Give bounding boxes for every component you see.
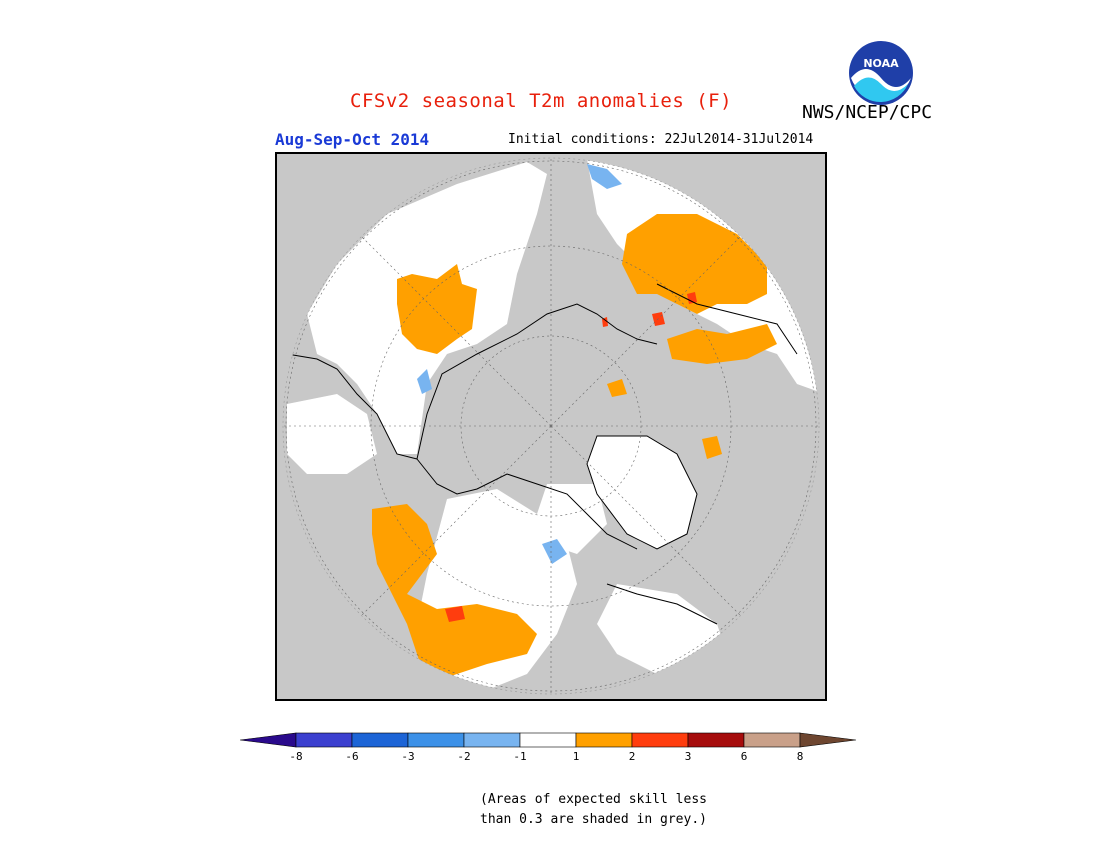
legend-bin-2 (351, 732, 409, 748)
initial-conditions-label: Initial conditions: 22Jul2014-31Jul2014 (508, 132, 814, 147)
legend-tick-label: 2 (628, 750, 636, 763)
skill-note: (Areas of expected skill less than 0.3 a… (480, 790, 707, 830)
color-legend (239, 730, 864, 754)
anomaly-plus1-regions (372, 214, 777, 684)
legend-bin-3 (407, 732, 465, 748)
legend-bin-6 (575, 732, 633, 748)
coastlines (286, 283, 798, 625)
legend-bin-4 (463, 732, 521, 748)
color-legend-bar (239, 732, 857, 748)
legend-bin-5 (519, 732, 577, 748)
legend-tick-label: 6 (740, 750, 748, 763)
anomaly-minus1-regions (417, 164, 622, 564)
season-label: Aug-Sep-Oct 2014 (275, 130, 430, 149)
anomaly-plus2-regions (445, 292, 697, 622)
logo-text: NOAA (863, 57, 899, 70)
graticule (283, 158, 819, 694)
noaa-logo-icon: NOAA (848, 40, 914, 110)
legend-bin-8 (687, 732, 745, 748)
legend-tick-label: -3 (401, 750, 415, 763)
legend-bin-1 (295, 732, 353, 748)
legend-tick-label: -2 (457, 750, 471, 763)
legend-tick-label: -8 (289, 750, 303, 763)
legend-bin-0 (239, 732, 297, 748)
legend-bin-10 (799, 732, 857, 748)
skill-note-line1: (Areas of expected skill less (480, 792, 707, 807)
map-title: CFSv2 seasonal T2m anomalies (F) (350, 90, 733, 112)
legend-tick-label: -6 (345, 750, 359, 763)
legend-bin-9 (743, 732, 801, 748)
legend-tick-label: 3 (684, 750, 692, 763)
skill-note-line2: than 0.3 are shaded in grey.) (480, 812, 707, 827)
legend-tick-label: -1 (513, 750, 527, 763)
map-panel (275, 152, 827, 701)
legend-bin-7 (631, 732, 689, 748)
legend-tick-label: 1 (572, 750, 580, 763)
legend-tick-label: 8 (796, 750, 804, 763)
polar-map (282, 157, 820, 695)
organization-label: NWS/NCEP/CPC (802, 102, 933, 123)
